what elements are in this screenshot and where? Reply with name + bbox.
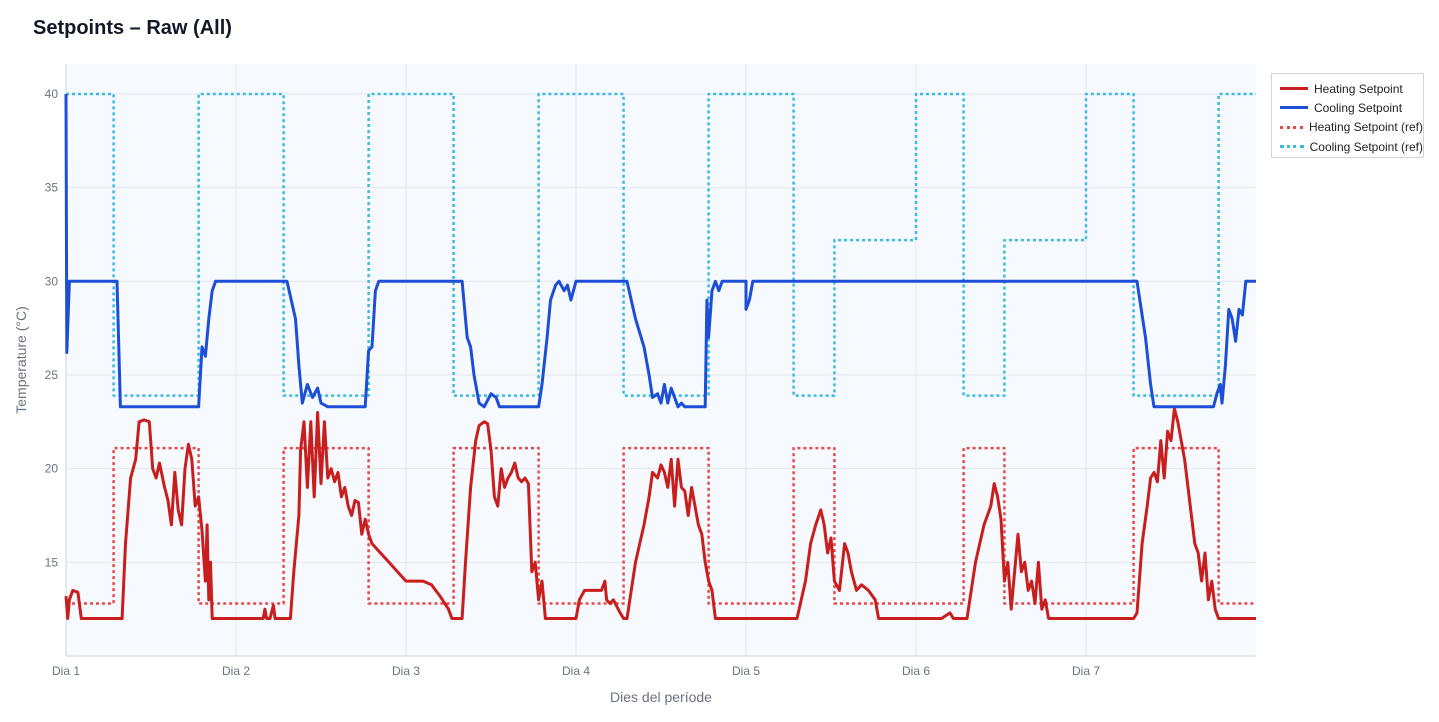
legend-item: Heating Setpoint (ref) — [1280, 118, 1423, 137]
x-tick-label: Dia 7 — [1072, 664, 1100, 678]
legend-swatch — [1280, 87, 1308, 91]
y-tick-label: 40 — [45, 87, 59, 101]
x-tick-label: Dia 4 — [562, 664, 590, 678]
legend-swatch — [1280, 145, 1304, 149]
legend-label: Heating Setpoint — [1314, 81, 1403, 96]
x-tick-label: Dia 1 — [52, 664, 80, 678]
y-tick-label: 30 — [45, 274, 59, 288]
legend-item: Cooling Setpoint (ref) — [1280, 137, 1423, 156]
y-tick-label: 25 — [45, 368, 59, 382]
tick-labels: Dia 1 Dia 2 Dia 3 Dia 4 Dia 5 Dia 6 Dia 7 15 20 2… — [45, 87, 1101, 678]
legend-label: Cooling Setpoint — [1314, 100, 1403, 115]
series-line-heating-ref — [66, 446, 1256, 605]
series-line-heating — [64, 407, 1256, 620]
y-tick-label: 35 — [45, 181, 59, 195]
x-axis-title: Dies del període — [610, 689, 712, 705]
x-tick-label: Dia 5 — [732, 664, 760, 678]
plot-area — [66, 64, 1256, 656]
x-tick-label: Dia 3 — [392, 664, 420, 678]
y-axis-title: Temperature (°C) — [13, 306, 29, 414]
legend-item: Heating Setpoint — [1280, 79, 1423, 98]
legend-item: Cooling Setpoint — [1280, 98, 1423, 117]
legend-swatch — [1280, 106, 1308, 110]
legend-label: Heating Setpoint (ref) — [1308, 120, 1423, 135]
chart-title: Setpoints – Raw (All) — [33, 17, 232, 39]
x-tick-label: Dia 2 — [222, 664, 250, 678]
series-line-cooling — [64, 93, 1256, 409]
legend: Heating Setpoint Cooling Setpoint Heating … — [1271, 73, 1424, 158]
series-line-cooling-ref — [66, 92, 1256, 397]
series-layer — [64, 92, 1256, 620]
y-tick-label: 20 — [45, 462, 59, 476]
y-tick-label: 15 — [45, 555, 59, 569]
legend-swatch — [1280, 125, 1303, 129]
x-tick-label: Dia 6 — [902, 664, 930, 678]
legend-label: Cooling Setpoint (ref) — [1309, 139, 1423, 154]
